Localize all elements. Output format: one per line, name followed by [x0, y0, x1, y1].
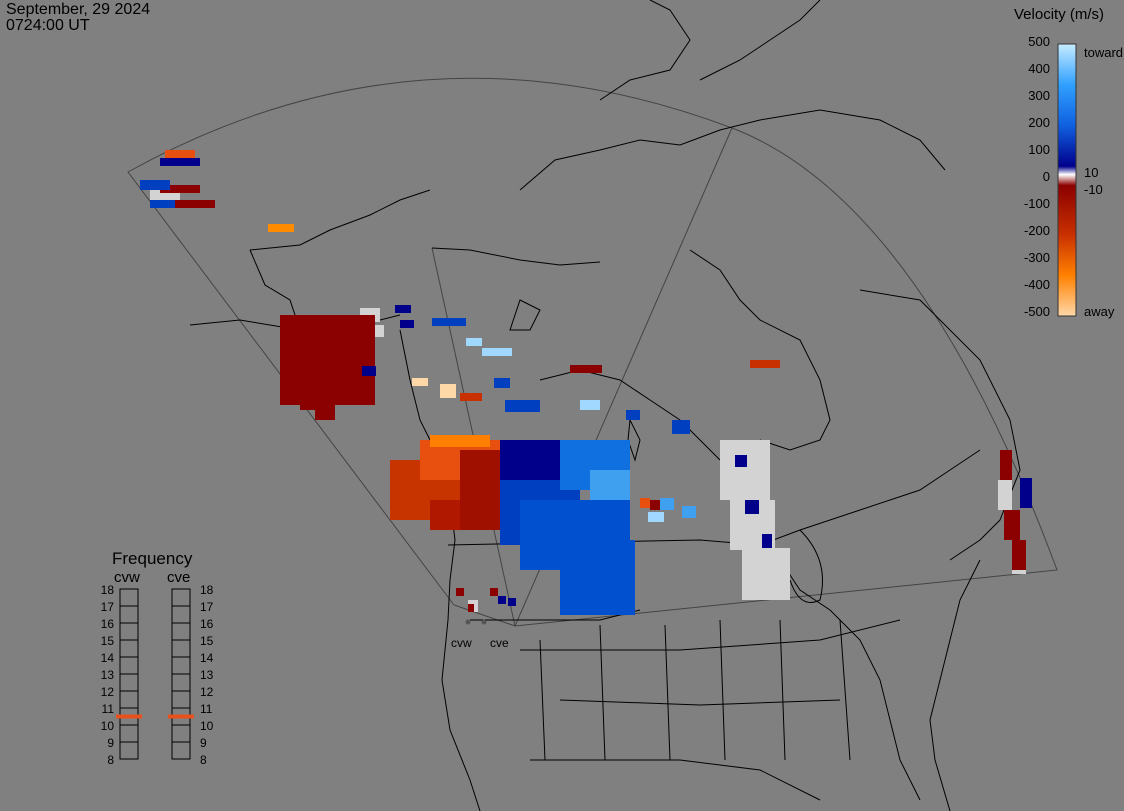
frequency-tick-left: 11	[101, 702, 114, 716]
frequency-tick-right: 10	[200, 719, 214, 733]
frequency-tick-right: 15	[200, 634, 214, 648]
frequency-title: Frequency	[112, 549, 193, 568]
frequency-scales	[119, 588, 191, 760]
minus-10-label: -10	[1084, 182, 1103, 197]
frequency-tick-left: 9	[107, 736, 114, 750]
colorbar-tick: 100	[1028, 142, 1050, 157]
frequency-tick-right: 8	[200, 753, 207, 767]
frequency-tick-right: 9	[200, 736, 207, 750]
colorbar-tick: 500	[1028, 34, 1050, 49]
colorbar-tick: 0	[1042, 169, 1050, 184]
frequency-tick-left: 12	[100, 685, 114, 699]
colorbar-tick: -400	[1023, 277, 1050, 292]
frequency-cvw-label: cvw	[114, 569, 140, 586]
frequency-tick-left: 10	[100, 719, 114, 733]
frequency-tick-left: 18	[100, 583, 114, 597]
frequency-tick-right: 11	[200, 702, 213, 716]
radar-sites	[465, 619, 487, 625]
cvw-frequency-marker	[116, 714, 142, 719]
frequency-tick-right: 17	[200, 600, 214, 614]
colorbar-tick: 200	[1028, 115, 1050, 130]
toward-label: toward	[1084, 45, 1124, 60]
site-cvw-marker	[465, 619, 471, 625]
frequency-tick-right: 16	[200, 617, 214, 631]
frequency-tick-right: 13	[200, 668, 214, 682]
frequency-tick-left: 15	[100, 634, 114, 648]
colorbar-tick: -100	[1023, 196, 1050, 211]
frequency-tick-left: 16	[100, 617, 114, 631]
colorbar-title: Velocity (m/s)	[1014, 6, 1105, 23]
away-label: away	[1084, 304, 1115, 319]
away-velocities	[160, 150, 1026, 612]
frequency-cve-label: cve	[167, 569, 191, 586]
frequency-tick-left: 8	[107, 753, 114, 767]
colorbar-tick: 400	[1028, 61, 1050, 76]
frequency-tick-left: 17	[100, 600, 114, 614]
site-cve-label: cve	[490, 636, 509, 650]
time-label: 0724:00 UT	[6, 17, 90, 34]
date-label: September, 29 2024	[6, 1, 151, 18]
colorbar-tick: -200	[1023, 223, 1050, 238]
colorbar-tick: 300	[1028, 88, 1050, 103]
site-cve-marker	[481, 619, 487, 625]
frequency-tick-left: 14	[100, 651, 114, 665]
colorbar-tick: -500	[1023, 304, 1050, 319]
ground-scatter	[150, 190, 1026, 612]
frequency-tick-right: 14	[200, 651, 214, 665]
velocity-colorbar	[1057, 43, 1077, 317]
colorbar-tick: -300	[1023, 250, 1050, 265]
frequency-tick-right: 18	[200, 583, 214, 597]
site-cvw-label: cvw	[451, 636, 472, 650]
frequency-tick-left: 13	[100, 668, 114, 682]
plus-10-label: 10	[1084, 165, 1099, 180]
cve-frequency-marker	[168, 714, 194, 719]
toward-velocities	[140, 158, 1032, 615]
frequency-tick-right: 12	[200, 685, 214, 699]
